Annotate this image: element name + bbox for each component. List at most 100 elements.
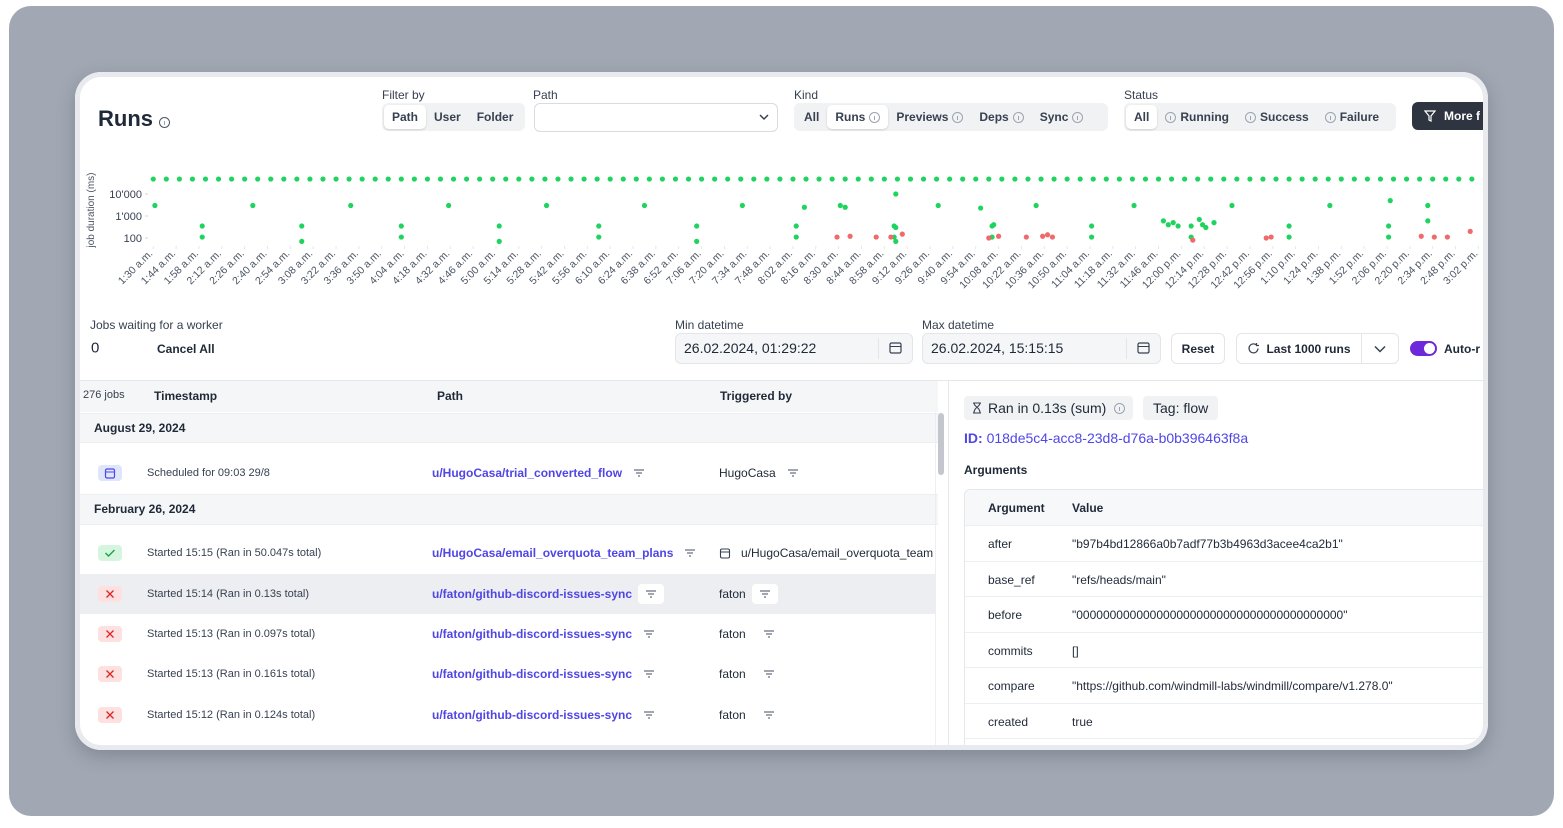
run-point	[544, 203, 549, 208]
run-point	[151, 176, 156, 181]
toggle-option[interactable]: All	[1126, 105, 1157, 129]
toggle-option[interactable]: Failure	[1317, 105, 1387, 129]
run-point	[908, 176, 913, 181]
auto-refresh-label: Auto-r	[1444, 342, 1480, 356]
job-row[interactable]: Started 15:13 (Ran in 0.097s total) u/fa…	[75, 614, 935, 654]
run-point	[1166, 222, 1171, 227]
kind-toggle: All Runs Previews Deps Sync	[794, 103, 1108, 131]
filter-icon[interactable]	[764, 670, 774, 678]
toggle-knob	[1424, 343, 1435, 354]
run-point	[373, 176, 378, 181]
id-value[interactable]: 018de5c4-acc8-23d8-d76a-b0b396463f8a	[987, 430, 1249, 446]
filter-button[interactable]	[752, 584, 778, 604]
run-point	[856, 176, 861, 181]
filter-toggle: Path User Folder	[382, 103, 525, 131]
run-point	[346, 176, 351, 181]
badge-text: Tag: flow	[1153, 400, 1208, 416]
job-row[interactable]: Started 15:15 (Ran in 50.047s total) u/H…	[75, 533, 935, 573]
toggle-option[interactable]: Running	[1157, 105, 1237, 129]
argument-value: "https://github.com/windmill-labs/windmi…	[1072, 679, 1393, 693]
failure-icon	[98, 666, 122, 682]
run-point	[802, 205, 807, 210]
run-point	[634, 176, 639, 181]
column-header: Triggered by	[720, 389, 792, 403]
auto-refresh-toggle[interactable]	[1410, 341, 1437, 356]
toggle-option[interactable]: User	[426, 105, 469, 129]
job-row[interactable]: Started 15:13 (Ran in 0.161s total) u/fa…	[75, 654, 935, 694]
job-path[interactable]: u/HugoCasa/trial_converted_flow	[432, 466, 622, 480]
run-point	[1469, 176, 1474, 181]
filter-icon[interactable]	[634, 469, 644, 477]
info-icon	[952, 112, 963, 123]
max-datetime-input[interactable]: 26.02.2024, 15:15:15	[922, 333, 1161, 364]
run-point	[299, 239, 304, 244]
argument-row: createdtrue	[965, 703, 1488, 739]
column-header: Argument	[988, 501, 1045, 515]
job-row[interactable]: Scheduled for 09:03 29/8 u/HugoCasa/tria…	[75, 453, 935, 493]
run-point	[751, 176, 756, 181]
run-point	[794, 223, 799, 228]
run-point	[642, 203, 647, 208]
queue-count: 0	[91, 340, 99, 357]
job-trigger: faton	[719, 708, 746, 722]
more-filters-button[interactable]: More f	[1412, 102, 1488, 130]
run-point	[694, 239, 699, 244]
job-id: ID: 018de5c4-acc8-23d8-d76a-b0b396463f8a	[964, 430, 1248, 446]
filter-icon[interactable]	[764, 711, 774, 719]
run-point	[1443, 176, 1448, 181]
filter-icon[interactable]	[644, 670, 654, 678]
run-point	[399, 223, 404, 228]
info-icon[interactable]	[159, 117, 170, 128]
run-point	[1169, 176, 1174, 181]
min-datetime-input[interactable]: 26.02.2024, 01:29:22	[675, 333, 913, 364]
job-path[interactable]: u/HugoCasa/email_overquota_team_plans	[432, 546, 673, 560]
toggle-option[interactable]: All	[796, 105, 827, 129]
run-point	[360, 176, 365, 181]
job-row[interactable]: Started 15:12 (Ran in 0.124s total) u/fa…	[75, 695, 935, 735]
job-path[interactable]: u/faton/github-discord-issues-sync	[432, 708, 632, 722]
toggle-option[interactable]: Success	[1237, 105, 1317, 129]
argument-row: after"b97b4bd12866a0b7adf77b3b4963d3acee…	[965, 525, 1488, 561]
input-value: 26.02.2024, 01:29:22	[684, 340, 816, 356]
run-point	[333, 176, 338, 181]
filter-icon[interactable]	[788, 469, 798, 477]
reset-button[interactable]: Reset	[1171, 333, 1225, 364]
run-point	[1326, 176, 1331, 181]
argument-name: base_ref	[988, 573, 1035, 587]
run-point	[1197, 217, 1202, 222]
run-point	[1300, 176, 1305, 181]
cancel-all-button[interactable]: Cancel All	[157, 342, 215, 356]
filter-icon[interactable]	[644, 711, 654, 719]
run-point	[1025, 176, 1030, 181]
run-point	[712, 176, 717, 181]
run-point	[1286, 234, 1291, 239]
filter-button[interactable]	[638, 584, 664, 604]
toggle-option[interactable]: Folder	[469, 105, 522, 129]
y-tick-label: 100	[124, 233, 142, 245]
job-trigger: HugoCasa	[719, 466, 776, 480]
toggle-option[interactable]: Sync	[1032, 105, 1092, 129]
filter-icon[interactable]	[685, 549, 695, 557]
job-path[interactable]: u/faton/github-discord-issues-sync	[432, 587, 632, 601]
runs-dropdown[interactable]	[1361, 333, 1399, 364]
filter-icon[interactable]	[764, 630, 774, 638]
toggle-option[interactable]: Runs	[827, 105, 888, 129]
calendar-icon[interactable]	[1126, 334, 1160, 363]
min-datetime-label: Min datetime	[675, 318, 744, 332]
run-point	[1024, 234, 1029, 239]
path-select[interactable]	[534, 103, 778, 132]
calendar-icon[interactable]	[878, 334, 912, 363]
toggle-option[interactable]: Deps	[971, 105, 1031, 129]
toggle-option[interactable]: Path	[384, 105, 426, 129]
run-point	[1050, 234, 1055, 239]
toggle-option[interactable]: Previews	[888, 105, 971, 129]
run-point	[1260, 176, 1265, 181]
last-runs-button[interactable]: Last 1000 runs	[1236, 333, 1362, 364]
filter-icon[interactable]	[644, 630, 654, 638]
scrollbar[interactable]	[938, 413, 944, 475]
job-path[interactable]: u/faton/github-discord-issues-sync	[432, 667, 632, 681]
job-row-selected[interactable]: Started 15:14 (Ran in 0.13s total) u/fat…	[80, 574, 935, 614]
job-path[interactable]: u/faton/github-discord-issues-sync	[432, 627, 632, 641]
info-icon[interactable]	[1114, 403, 1125, 414]
scheduled-icon	[98, 465, 122, 481]
